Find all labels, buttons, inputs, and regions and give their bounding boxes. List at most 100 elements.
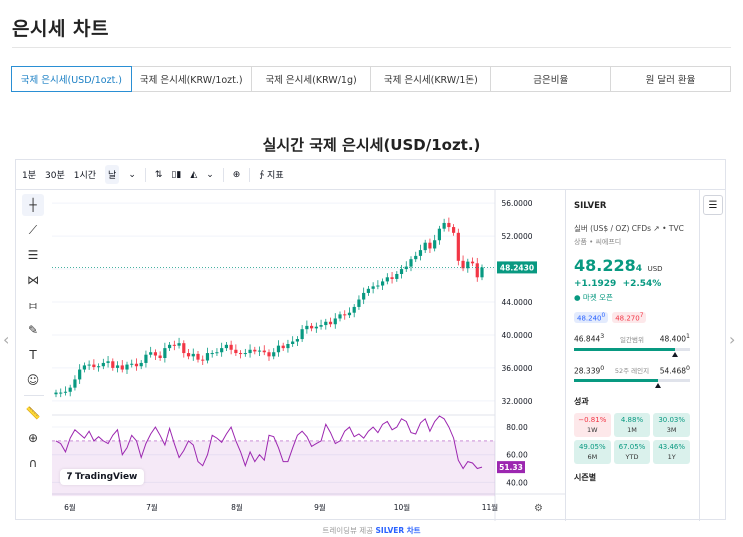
tab-krw-g[interactable]: 국제 은시세(KRW/1g) bbox=[252, 67, 372, 91]
add-icon[interactable]: ⊕ bbox=[232, 169, 241, 180]
measure-tool-icon[interactable]: ⧦ bbox=[29, 297, 37, 312]
candle bbox=[68, 387, 72, 392]
candle bbox=[59, 392, 63, 394]
price-chart[interactable]: 56.000052.000048.000044.000040.000036.00… bbox=[52, 190, 565, 521]
emoji-icon[interactable]: ☺ bbox=[26, 373, 40, 387]
interval-1m[interactable]: 1분 bbox=[22, 171, 37, 181]
candle bbox=[111, 361, 115, 368]
trend-line-icon[interactable]: ⟋ bbox=[28, 222, 38, 237]
indicators-icon[interactable]: ∱ bbox=[259, 169, 265, 180]
rsi-last-label: 51.33 bbox=[499, 463, 523, 472]
bid-price: 48.2400 bbox=[574, 312, 609, 324]
candle bbox=[82, 365, 86, 370]
candle bbox=[158, 355, 162, 358]
indicators-button[interactable]: 지표 bbox=[267, 171, 284, 181]
magnet-icon[interactable]: ∩ bbox=[28, 456, 38, 470]
toolbar-separator bbox=[144, 167, 146, 182]
perf-6m[interactable]: 49.05% 6M bbox=[574, 440, 611, 465]
perf-1y[interactable]: 43.46% 1Y bbox=[653, 440, 690, 465]
week52-range-bar bbox=[574, 379, 690, 389]
perf-1w[interactable]: −0.81% 1W bbox=[574, 413, 611, 438]
chevron-down-icon[interactable]: ⌄ bbox=[128, 169, 136, 180]
candle bbox=[272, 352, 276, 357]
last-price: 48.2284 USD bbox=[574, 256, 663, 275]
candle bbox=[248, 349, 252, 354]
candle bbox=[423, 242, 427, 251]
candle bbox=[366, 288, 370, 293]
day-range-bar bbox=[574, 347, 690, 357]
time-tick-label: 9월 bbox=[314, 502, 326, 512]
fib-icon[interactable]: ☰ bbox=[27, 248, 39, 262]
candle bbox=[172, 344, 176, 346]
text-tool-icon[interactable]: T bbox=[29, 348, 37, 362]
candle bbox=[149, 352, 153, 355]
perf-ytd[interactable]: 67.05% YTD bbox=[613, 440, 651, 465]
candle bbox=[376, 285, 380, 287]
tab-usd-krw[interactable]: 원 달러 환율 bbox=[645, 75, 696, 86]
candle bbox=[125, 364, 129, 370]
ruler-icon[interactable]: 📏 bbox=[25, 406, 41, 420]
interval-30m[interactable]: 30분 bbox=[45, 171, 65, 181]
zoom-icon[interactable]: ⊕ bbox=[27, 431, 39, 445]
brush-icon[interactable]: ✎ bbox=[27, 323, 39, 337]
symbol-category: 상품 • 씨에프디 bbox=[574, 238, 622, 246]
seasonals-title: 시즌별 bbox=[574, 473, 597, 483]
next-arrow-icon[interactable]: › bbox=[729, 330, 736, 349]
candle bbox=[456, 232, 460, 261]
candle bbox=[404, 266, 408, 270]
candle bbox=[291, 341, 295, 344]
candle bbox=[281, 345, 285, 349]
tab-usd-ozt[interactable]: 국제 은시세(USD/1ozt.) bbox=[11, 66, 132, 92]
candle bbox=[324, 321, 328, 326]
bid-ask: 48.2400 48.2707 bbox=[574, 312, 690, 324]
tradingview-logo[interactable]: 𝟕 TradingView bbox=[60, 469, 145, 485]
chart-credit: 트레이딩뷰 제공 SILVER 차트 bbox=[322, 526, 421, 535]
gear-icon[interactable]: ⚙ bbox=[534, 503, 543, 514]
tab-gold-silver-ratio[interactable]: 금은비율 bbox=[491, 67, 612, 91]
day-range: 46.8443 일간범위 48.4001 bbox=[574, 333, 690, 344]
last-price-tag bbox=[497, 261, 537, 274]
rsi-tick-label: 40.00 bbox=[506, 478, 528, 487]
candle bbox=[97, 366, 101, 368]
candle bbox=[333, 318, 337, 325]
interval-day[interactable]: 날 bbox=[105, 165, 120, 184]
candle bbox=[177, 343, 181, 346]
credit-link[interactable]: SILVER 차트 bbox=[375, 526, 421, 535]
chevron-down-icon[interactable]: ⌄ bbox=[206, 169, 214, 180]
tab-krw-ozt[interactable]: 국제 은시세(KRW/1ozt.) bbox=[132, 67, 252, 91]
tab-krw-don[interactable]: 국제 은시세(KRW/1돈) bbox=[371, 67, 492, 91]
interval-1h[interactable]: 1시간 bbox=[73, 171, 97, 181]
tab-bar: 국제 은시세(USD/1ozt.) 국제 은시세(KRW/1ozt.) 국제 은… bbox=[11, 66, 731, 92]
candle bbox=[54, 392, 58, 395]
watchlist-icon[interactable]: ☰ bbox=[703, 195, 723, 215]
chart-title: 실시간 국제 은시세(USD/1ozt.) bbox=[262, 136, 481, 154]
symbol-name[interactable]: SILVER bbox=[574, 201, 607, 211]
candles-icon[interactable]: ▯▮ bbox=[171, 169, 182, 180]
crosshair-icon[interactable]: ┼ bbox=[22, 194, 44, 216]
candle bbox=[461, 260, 465, 269]
price-tick-label: 36.0000 bbox=[501, 364, 532, 373]
candle bbox=[343, 314, 347, 316]
candle bbox=[201, 359, 205, 361]
perf-3m[interactable]: 30.03% 3M bbox=[653, 413, 690, 438]
price-tick-label: 52.0000 bbox=[501, 232, 532, 241]
candle bbox=[371, 286, 375, 289]
compare-icon[interactable]: ⇅ bbox=[154, 169, 163, 180]
divider bbox=[12, 47, 731, 48]
candle bbox=[295, 339, 299, 342]
price-tick-label: 56.0000 bbox=[501, 199, 532, 208]
pattern-icon[interactable]: ⋈ bbox=[27, 273, 39, 287]
candle bbox=[442, 222, 446, 229]
candle bbox=[310, 325, 314, 329]
candle bbox=[305, 325, 309, 330]
area-chart-icon[interactable]: ◭ bbox=[190, 169, 198, 180]
candle bbox=[87, 364, 91, 366]
candle bbox=[428, 242, 432, 249]
prev-arrow-icon[interactable]: ‹ bbox=[3, 330, 10, 349]
right-toolbar: ☰ bbox=[699, 190, 726, 521]
candle bbox=[414, 255, 418, 260]
candle bbox=[139, 362, 143, 367]
candle bbox=[253, 349, 257, 352]
candle bbox=[239, 353, 243, 355]
perf-1m[interactable]: 4.88% 1M bbox=[613, 413, 651, 438]
